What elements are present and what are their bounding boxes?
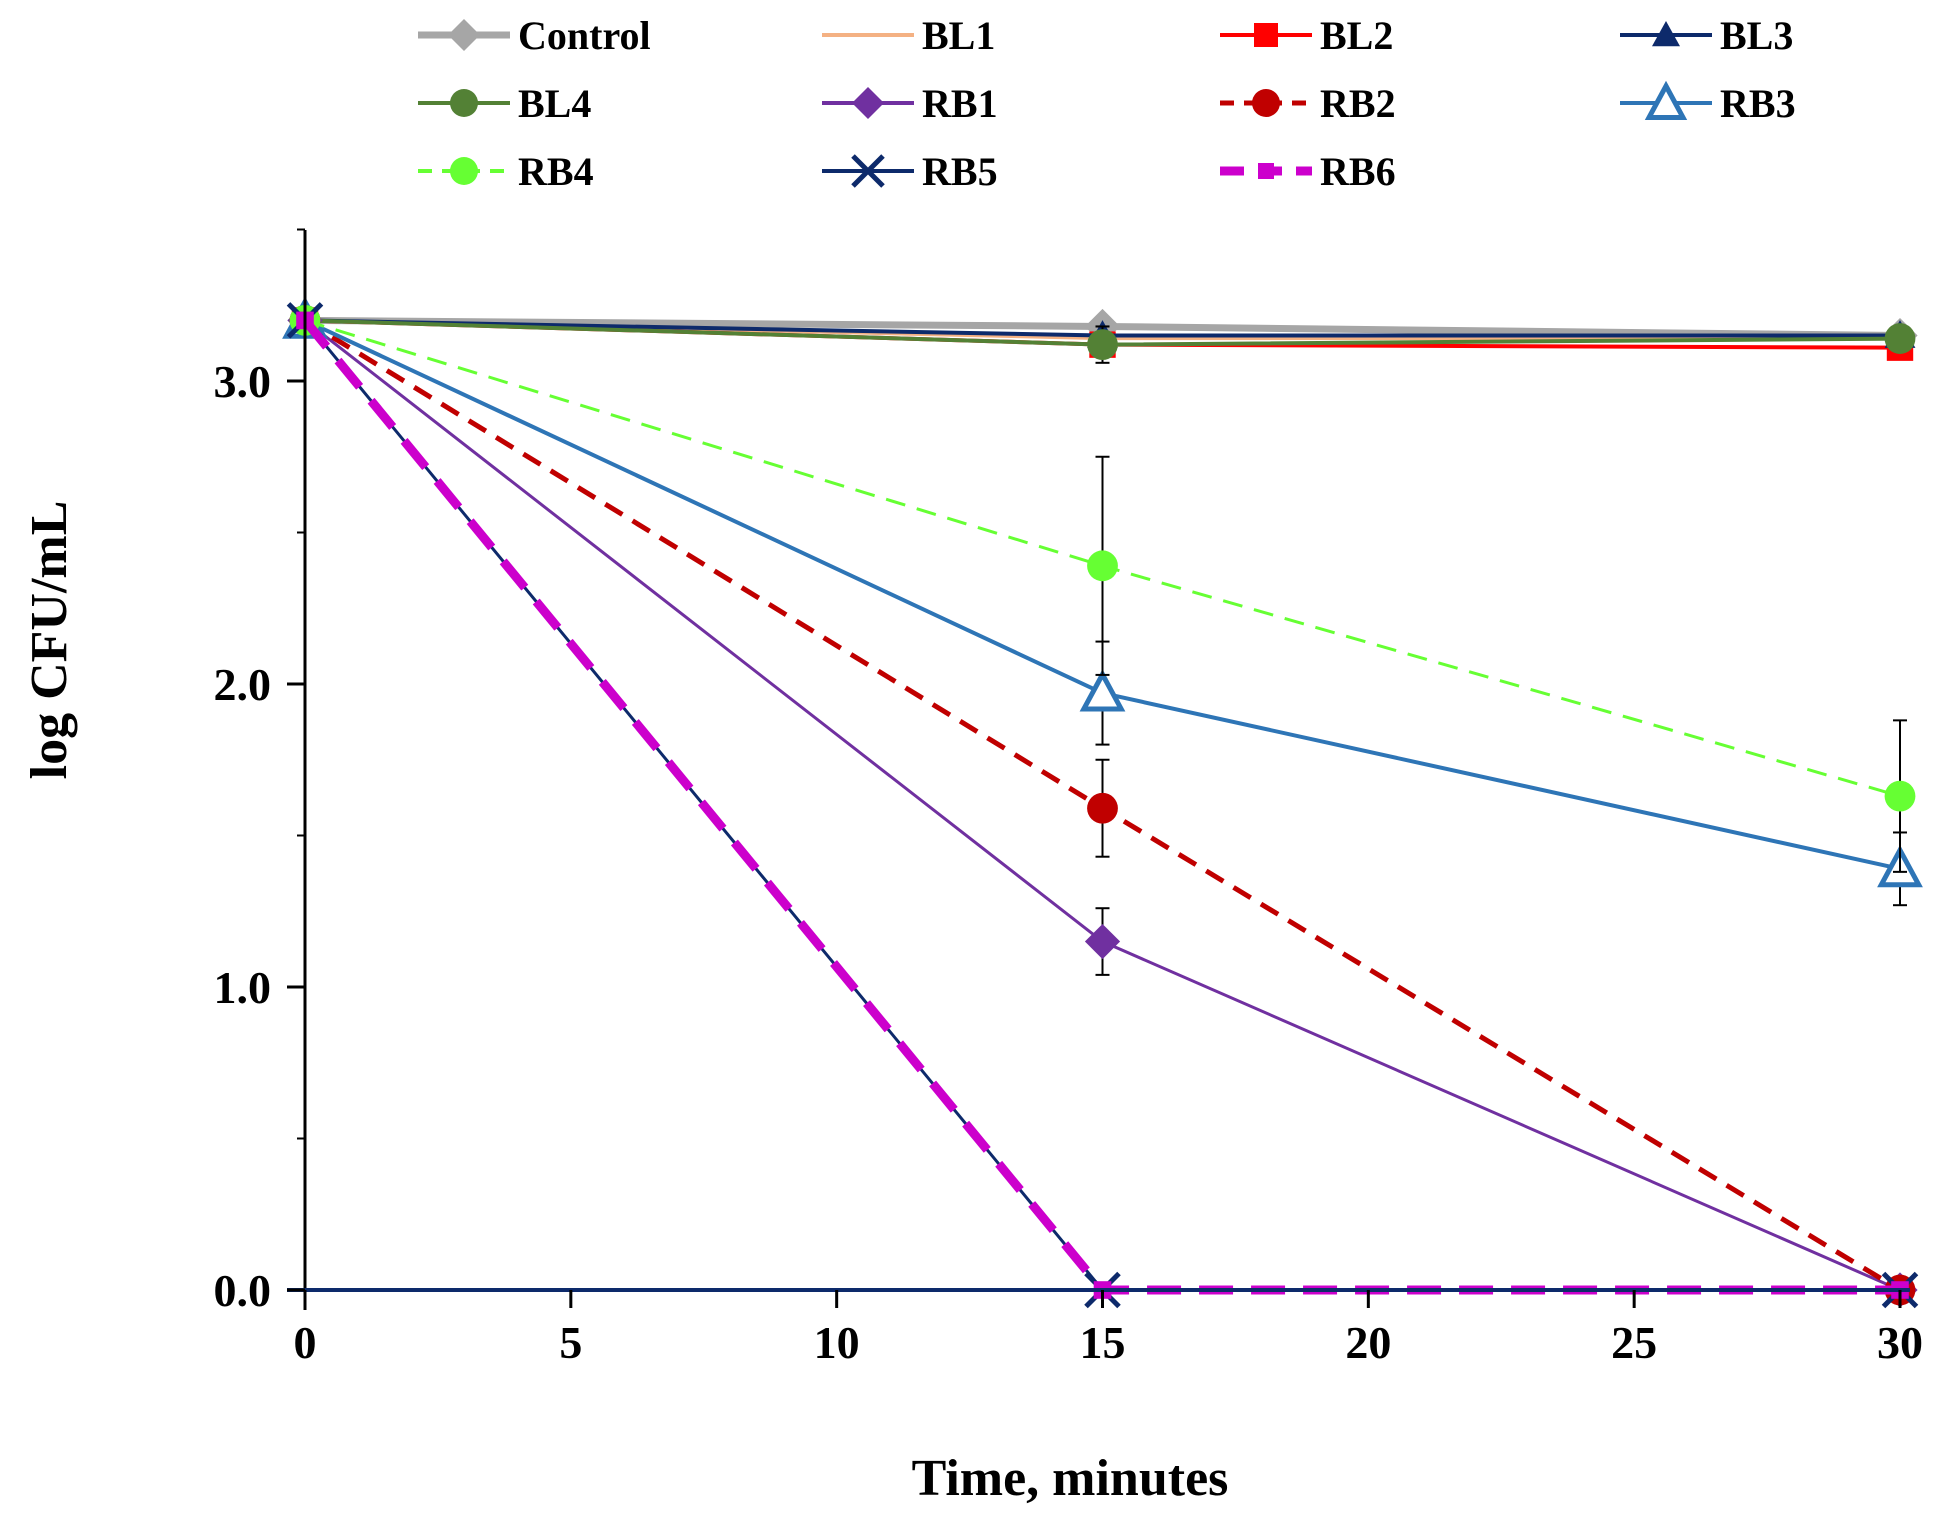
- data-point: [1084, 923, 1121, 960]
- legend-label: RB5: [922, 149, 998, 194]
- x-tick-label: 25: [1611, 1317, 1657, 1368]
- y-tick-label: 0.0: [214, 1265, 272, 1316]
- legend-item-bl3: BL3: [1620, 13, 1793, 58]
- legend-item-rb2: RB2: [1220, 81, 1396, 126]
- y-tick-label: 1.0: [214, 962, 272, 1013]
- x-tick-label: 15: [1080, 1317, 1126, 1368]
- legend-item-bl1: BL1: [822, 13, 995, 58]
- x-ticks: 0 5 10 15 20 25 30: [294, 1290, 1923, 1368]
- legend-marker: [851, 154, 885, 188]
- x-tick-label: 10: [814, 1317, 860, 1368]
- legend-item-control: Control: [418, 13, 651, 58]
- legend-label: RB4: [518, 149, 594, 194]
- legend-marker: [1644, 80, 1688, 120]
- legend-item-bl2: BL2: [1220, 13, 1393, 58]
- legend-marker: [450, 89, 478, 117]
- legend-marker: [448, 19, 480, 51]
- legend-label: BL2: [1320, 13, 1393, 58]
- data-point: [1079, 669, 1126, 712]
- data-point: [1087, 550, 1118, 582]
- y-axis-title: log CFU/mL: [21, 501, 78, 780]
- legend-marker: [1652, 21, 1680, 47]
- legend-label: RB3: [1720, 81, 1796, 126]
- legend-marker: [852, 87, 884, 119]
- data-point: [1884, 780, 1916, 812]
- x-axis-title: Time, minutes: [912, 1450, 1229, 1507]
- legend-label: BL3: [1720, 13, 1793, 58]
- legend-marker: [1258, 163, 1274, 179]
- legend-label: BL4: [518, 81, 591, 126]
- legend-label: RB6: [1320, 149, 1396, 194]
- y-tick-label: 2.0: [214, 659, 272, 710]
- data-point: [1087, 792, 1118, 824]
- legend-label: RB1: [922, 81, 998, 126]
- legend-item-rb4: RB4: [418, 149, 594, 194]
- legend-item-rb3: RB3: [1620, 80, 1796, 126]
- legend-label: RB2: [1320, 81, 1396, 126]
- legend-marker: [1252, 89, 1280, 117]
- legend-item-bl4: BL4: [418, 81, 591, 126]
- x-tick-label: 20: [1345, 1317, 1391, 1368]
- legend-marker: [1254, 23, 1278, 47]
- legend-item-rb5: RB5: [822, 149, 998, 194]
- series-rb2: [289, 305, 1916, 1306]
- x-tick-label: 5: [559, 1317, 582, 1368]
- legend-marker: [450, 157, 478, 185]
- legend: Control BL1 BL2 BL3 BL4 RB1 RB2 RB3 RB4 RB5 RB6: [418, 13, 1796, 194]
- x-tick-label: 0: [294, 1317, 317, 1368]
- legend-label: Control: [518, 13, 651, 58]
- legend-item-rb6: RB6: [1220, 149, 1396, 194]
- y-ticks: 0.0 1.0 2.0 3.0: [214, 228, 305, 1316]
- legend-label: BL1: [922, 13, 995, 58]
- plot-area: [282, 296, 1923, 1309]
- y-tick-label: 3.0: [214, 356, 272, 407]
- data-point: [1884, 323, 1916, 354]
- x-tick-label: 30: [1877, 1317, 1923, 1368]
- legend-item-rb1: RB1: [822, 81, 998, 126]
- axes: 0 5 10 15 20 25 30 0.0 1.0 2.0 3.0: [214, 228, 1923, 1368]
- data-point: [1087, 329, 1118, 361]
